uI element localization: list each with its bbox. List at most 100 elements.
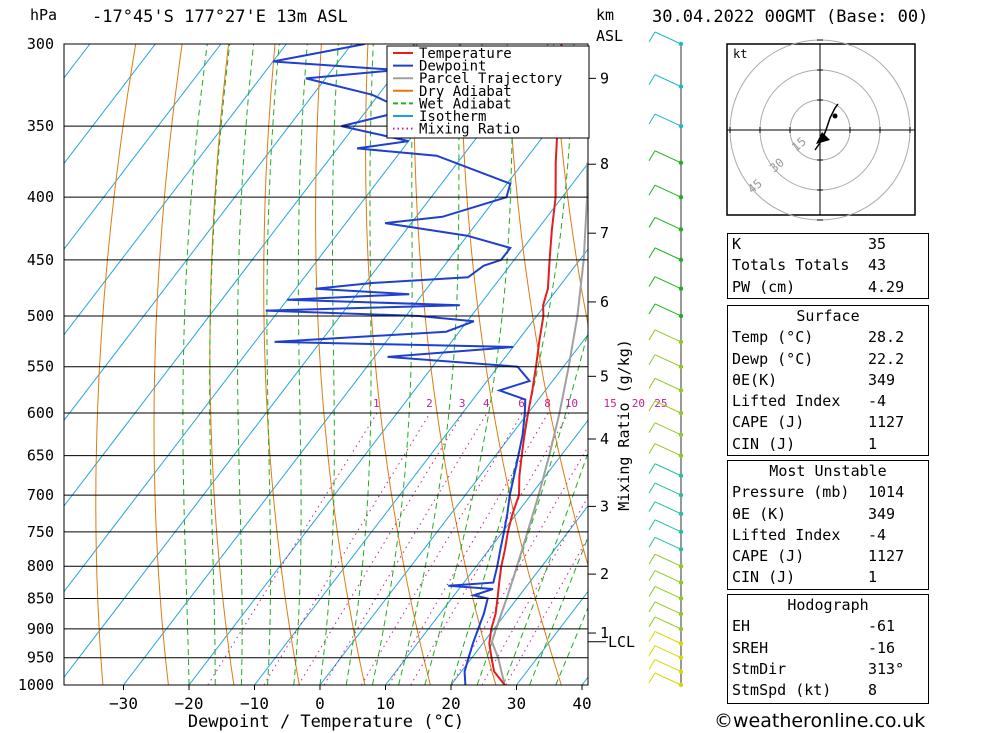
row-label: EH [732, 617, 751, 636]
mixing-ratio-line [388, 412, 549, 685]
wet-adiabat-line [319, 44, 339, 685]
wind-barb-staff [654, 276, 682, 290]
legend-label: Mixing Ratio [419, 122, 520, 138]
temperature-tick-label: −30 [109, 694, 138, 713]
dewpoint-line [265, 44, 532, 685]
wind-barb-staff [654, 247, 682, 261]
isotherm-line [123, 76, 588, 685]
table-row: θE(K) 349 [728, 370, 928, 391]
pressure-tick-label: 900 [27, 620, 54, 638]
legend-box [386, 45, 590, 139]
row-label: Temp (°C) [732, 328, 814, 347]
temperature-tick-label: 0 [315, 694, 325, 713]
row-label: Pressure (mb) [732, 483, 850, 502]
km-tick-label: 9 [600, 69, 609, 87]
wind-barb-flag [648, 570, 656, 581]
forecast-date: 30.04.2022 00GMT (Base: 00) [652, 7, 928, 27]
lcl-label: LCL [608, 633, 635, 651]
wind-barb-flag [648, 74, 656, 85]
dry-adiabat-line [365, 44, 431, 685]
km-tick-label: 8 [600, 155, 609, 173]
table-row: Temp (°C) 28.2 [728, 327, 928, 348]
hpa-unit-label: hPa [30, 6, 57, 24]
mixing-ratio-label: 15 [603, 397, 616, 410]
row-value: 1014 [868, 483, 905, 502]
wind-barb-staff [654, 303, 682, 317]
row-label: SREH [732, 638, 769, 657]
wind-barb-flag [648, 303, 656, 315]
km-tick-label: 2 [600, 565, 609, 583]
table-row: θE (K) 349 [728, 504, 928, 525]
row-value: 22.2 [868, 349, 905, 368]
table-row: CIN (J) 1 [728, 567, 928, 588]
mixing-ratio-label: 4 [483, 397, 490, 410]
pressure-tick-label: 400 [27, 188, 54, 206]
row-value: -4 [868, 525, 887, 544]
pressure-tick-label: 650 [27, 447, 54, 465]
table-row: StmSpd (kt) 8 [728, 680, 928, 701]
storm-motion-marker [816, 132, 830, 144]
wind-barb-staff [654, 570, 682, 584]
mixing-ratio-label: 8 [544, 397, 551, 410]
wind-barb-staff [654, 519, 682, 533]
wind-barb-staff [654, 616, 682, 630]
wet-adiabat-line [182, 44, 208, 685]
temperature-tick-label: 10 [376, 694, 395, 713]
wind-barb-flag [648, 645, 656, 656]
wind-barb-flag [648, 113, 656, 125]
wind-barb-staff [654, 31, 682, 45]
pressure-tick-label: 1000 [18, 676, 54, 694]
table-row: K 35 [728, 234, 928, 255]
wind-barb-flag [648, 378, 656, 389]
km-tick-label: 5 [600, 367, 609, 385]
wind-barb-flag [648, 217, 656, 228]
isotherm-line [64, 44, 484, 593]
wind-barb-flag [648, 354, 656, 365]
table-section-title: Hodograph [787, 596, 869, 614]
isotherm-line [188, 162, 588, 685]
row-value: 8 [868, 681, 878, 700]
row-label: θE (K) [732, 504, 787, 523]
row-value: 35 [868, 235, 887, 253]
row-value: -61 [868, 617, 896, 636]
table-row: EH -61 [728, 616, 928, 637]
dry-adiabat-line [263, 44, 300, 685]
station-location: -17°45'S 177°27'E 13m ASL [92, 7, 348, 27]
legend-label: Isotherm [419, 109, 486, 125]
wind-barb-flag [648, 329, 656, 341]
mixing-ratio-label: 6 [518, 397, 525, 410]
wind-barb-staff [654, 184, 682, 198]
table-row: PW (cm) 4.29 [728, 277, 928, 298]
wind-barb-flag [648, 422, 656, 434]
pressure-tick-label: 700 [27, 486, 54, 504]
km-tick-label: 3 [600, 497, 609, 515]
row-value: 1 [868, 434, 878, 453]
km-tick-label: 6 [600, 293, 609, 311]
wind-barb-flag [648, 276, 656, 287]
wind-barb-flag [648, 247, 656, 259]
km-tick-label: 1 [600, 624, 609, 642]
asl-label: ASL [596, 27, 623, 45]
wind-barb-staff [654, 536, 682, 550]
wind-barb-flag [648, 601, 656, 613]
pressure-tick-label: 850 [27, 589, 54, 607]
wet-adiabat-line [502, 451, 588, 685]
row-label: θE(K) [732, 370, 778, 389]
mixing-ratio-line [323, 412, 488, 685]
pressure-tick-label: 600 [27, 404, 54, 422]
dry-adiabat-line [972, 44, 1000, 685]
row-value: 349 [868, 370, 896, 389]
table-row: Pressure (mb) 1014 [728, 482, 928, 503]
row-label: StmDir [732, 659, 787, 678]
wind-barb-flag [648, 519, 656, 531]
parcel-trajectory-line [490, 162, 588, 685]
wind-barb-flag [648, 659, 656, 670]
wind-barb-flag [648, 672, 656, 684]
temperature-tick-label: 20 [441, 694, 460, 713]
wind-barb-staff [654, 672, 682, 686]
pressure-tick-label: 550 [27, 358, 54, 376]
surface-table: Surface Temp (°C) 28.2 Dewp (°C) 22.2 θE(K) 34… [727, 305, 929, 457]
wet-adiabat-line [424, 44, 514, 685]
isotherm-line [64, 44, 418, 507]
